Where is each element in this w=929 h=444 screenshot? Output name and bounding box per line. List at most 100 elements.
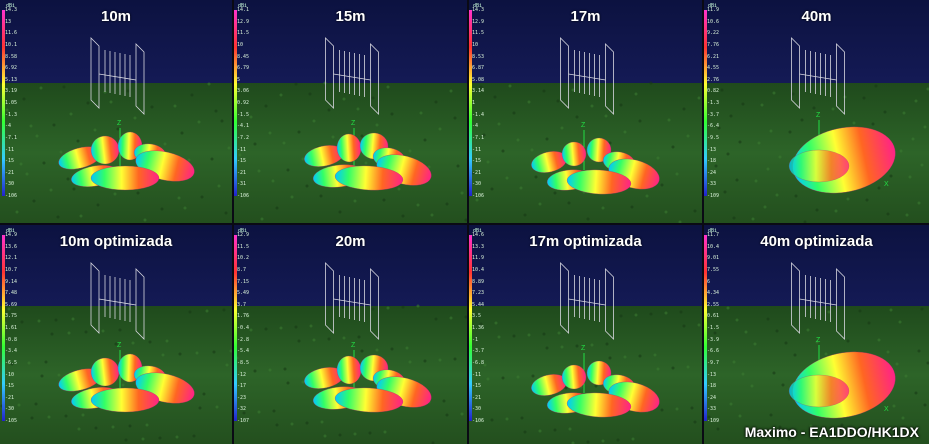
radiation-lobe [788,351,896,419]
scale-unit: dBi [6,228,16,234]
scale-tick-label: 10.4 [472,266,485,273]
scale-tick-label: -6.4 [707,123,720,130]
radiation-lobe [58,353,195,413]
z-axis-label: Z [816,112,821,119]
scale-tick-label: 3.06 [237,88,250,95]
scale-tick-label: 12.1 [5,255,18,262]
scale-tick-label: 8.7 [237,266,247,273]
z-axis-label: Z [816,337,821,344]
z-axis-label: Z [117,342,122,349]
scale-tick-label: 3.19 [5,88,18,95]
radiation-lobe [304,354,432,413]
scale-tick-label: -23 [237,394,247,401]
scale-tick-label: 7.23 [472,290,485,297]
scale-tick-label: 12.9 [237,18,250,25]
scale-tick-label: -1 [472,336,479,343]
scale-tick-label: -3.4 [5,348,18,355]
scale-tick-label: 2.76 [707,76,720,83]
scale-tick-label: -109 [707,418,720,424]
scale-tick-label: -105 [5,418,18,424]
scale-tick-label: -106 [472,418,485,424]
scale-tick-label: -3.7 [707,111,720,118]
scale-tick-label: -4.1 [237,123,250,130]
scale-tick-label: 3.14 [472,88,485,95]
scale-tick-label: 6.21 [707,53,720,60]
scale-tick-label: -15 [237,158,247,165]
scale-unit: dBi [6,3,16,9]
scale-tick-label: 11.9 [472,255,485,262]
scale-tick-label: -9.7 [707,359,720,366]
panel-title: 10m optimizada [59,233,173,250]
scale-tick-label: -1.5 [707,325,720,331]
scale-tick-label: 10 [237,41,244,48]
scale-tick-label: 0.82 [707,88,720,95]
scale-tick-label: 13.3 [472,243,485,250]
scale-tick-label: -31 [237,181,247,188]
scale-tick-label: 14.1 [237,7,250,13]
antenna-wireframe [325,37,379,115]
antenna-wireframe [90,262,145,340]
color-scale-bar [234,235,237,421]
scale-tick-label: 0.61 [707,313,720,320]
scale-tick-label: -15 [472,383,482,390]
antenna-wireframe [791,37,845,115]
z-axis-label: Z [581,345,586,352]
pattern-scene: Z [469,0,702,223]
scale-tick-label: 10.7 [5,266,18,273]
scale-tick-label: 7.76 [707,41,720,48]
pattern-scene: Z [0,0,232,223]
scale-tick-label: -1.4 [472,111,485,118]
scale-tick-label: 5.44 [472,301,485,308]
scale-tick-label: -21 [472,169,482,176]
radiation-lobe [58,131,195,191]
pattern-scene: ZX [704,0,929,223]
scale-tick-label: -107 [237,418,250,424]
scale-tick-label: 10.4 [707,243,720,250]
scale-tick-label: -33 [707,406,717,413]
radiation-lobe [531,137,660,195]
scale-tick-label: 5.69 [5,301,18,308]
scale-tick-label: 14.9 [5,232,18,238]
antenna-wireframe [560,37,614,115]
scale-tick-label: -13 [707,146,717,153]
scale-tick-label: 5.13 [5,76,18,83]
scale-unit: dBi [708,228,718,234]
scale-tick-label: -13 [707,371,717,378]
scale-tick-label: -11 [237,146,247,153]
scale-tick-label: 6 [707,278,711,285]
scale-tick-label: 10.6 [707,18,720,25]
scale-tick-label: 1.36 [472,325,485,331]
scale-tick-label: -6.6 [707,348,720,355]
scale-unit: dBi [473,228,483,234]
scale-tick-label: 10.2 [237,255,250,262]
color-scale-bar [2,10,5,196]
scale-tick-label: 8.45 [237,53,250,60]
scale-tick-label: -15 [5,383,15,390]
scale-unit: dBi [238,228,248,234]
scale-tick-label: -33 [707,181,717,188]
scale-tick-label: 12.9 [472,18,485,25]
scale-tick-label: -7.2 [237,134,250,141]
scale-tick-label: -3.9 [707,336,720,343]
scale-tick-label: 14.6 [472,232,485,238]
color-scale-bar [234,10,237,196]
scale-unit: dBi [473,3,483,9]
scale-tick-label: -11 [5,146,15,153]
z-axis-label: Z [581,122,586,129]
scale-tick-label: -24 [707,169,717,176]
scale-tick-label: -30 [472,406,482,413]
scale-tick-label: -24 [707,394,717,401]
scale-tick-label: -1.3 [5,111,18,118]
scale-tick-label: 6.92 [5,65,18,72]
scale-tick-label: 5 [237,76,241,83]
panel-title: 10m [100,8,132,25]
scale-tick-label: 1.05 [5,100,18,106]
x-axis-label: X [884,181,889,188]
scale-tick-label: 13 [5,18,12,25]
scale-tick-label: -106 [5,193,18,199]
scale-tick-label: -21 [472,394,482,401]
scale-tick-label: -106 [472,193,485,199]
scale-tick-label: 8.53 [472,53,485,60]
